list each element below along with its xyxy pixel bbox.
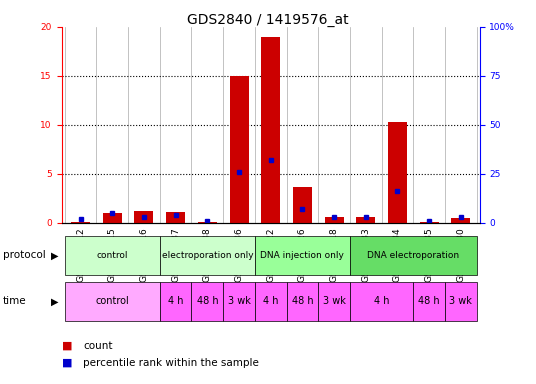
Text: 48 h: 48 h bbox=[292, 296, 313, 306]
Text: protocol: protocol bbox=[3, 250, 46, 260]
Bar bbox=[413, 282, 445, 321]
Text: percentile rank within the sample: percentile rank within the sample bbox=[83, 358, 259, 368]
Bar bbox=[318, 282, 350, 321]
Bar bbox=[223, 282, 255, 321]
Bar bbox=[65, 282, 160, 321]
Bar bbox=[65, 236, 160, 275]
Text: ■: ■ bbox=[62, 341, 72, 351]
Bar bbox=[160, 282, 191, 321]
Text: count: count bbox=[83, 341, 113, 351]
Text: 48 h: 48 h bbox=[418, 296, 440, 306]
Bar bbox=[135, 211, 153, 223]
Text: ▶: ▶ bbox=[51, 250, 59, 260]
Bar bbox=[160, 236, 255, 275]
Bar bbox=[255, 236, 350, 275]
Bar bbox=[191, 282, 223, 321]
Text: control: control bbox=[96, 251, 128, 260]
Text: 3 wk: 3 wk bbox=[228, 296, 250, 306]
Text: 4 h: 4 h bbox=[263, 296, 278, 306]
Bar bbox=[103, 213, 122, 223]
Bar bbox=[261, 36, 280, 223]
Bar bbox=[324, 217, 344, 223]
Bar bbox=[287, 282, 318, 321]
Text: 4 h: 4 h bbox=[374, 296, 389, 306]
Bar bbox=[198, 222, 217, 223]
Bar bbox=[255, 282, 287, 321]
Text: 3 wk: 3 wk bbox=[449, 296, 472, 306]
Bar bbox=[71, 222, 90, 223]
Bar bbox=[166, 212, 185, 223]
Bar bbox=[388, 122, 407, 223]
Text: ▶: ▶ bbox=[51, 296, 59, 306]
Text: DNA electroporation: DNA electroporation bbox=[367, 251, 459, 260]
Bar bbox=[451, 218, 470, 223]
Text: ■: ■ bbox=[62, 358, 72, 368]
Text: 3 wk: 3 wk bbox=[323, 296, 346, 306]
Bar bbox=[420, 222, 438, 223]
Text: control: control bbox=[95, 296, 129, 306]
Bar bbox=[356, 217, 375, 223]
Bar bbox=[293, 187, 312, 223]
Text: time: time bbox=[3, 296, 26, 306]
Text: 4 h: 4 h bbox=[168, 296, 183, 306]
Text: DNA injection only: DNA injection only bbox=[260, 251, 344, 260]
Text: 48 h: 48 h bbox=[197, 296, 218, 306]
Bar bbox=[445, 282, 477, 321]
Text: GDS2840 / 1419576_at: GDS2840 / 1419576_at bbox=[187, 13, 349, 27]
Text: electroporation only: electroporation only bbox=[161, 251, 253, 260]
Bar bbox=[229, 76, 249, 223]
Bar bbox=[350, 236, 477, 275]
Bar bbox=[350, 282, 413, 321]
